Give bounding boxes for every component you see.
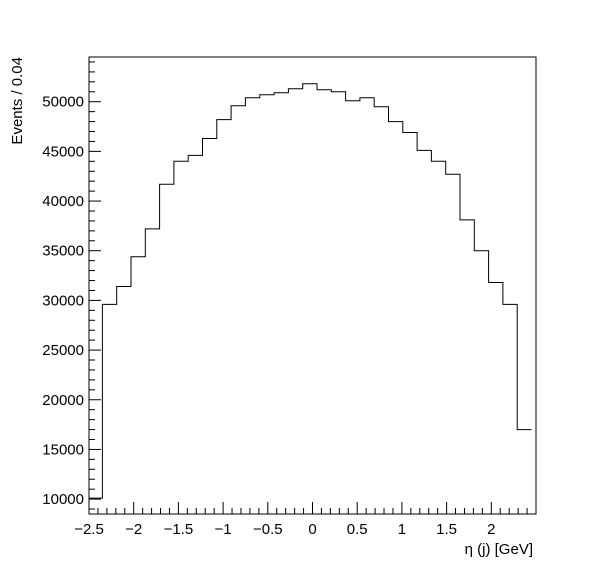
x-axis-label: η (j) [GeV] bbox=[465, 541, 533, 558]
y-tick-label: 15000 bbox=[42, 441, 84, 458]
x-tick-label: −2.5 bbox=[74, 521, 104, 538]
x-tick-label: −1.5 bbox=[164, 521, 194, 538]
y-axis-label: Events / 0.04 bbox=[9, 57, 26, 145]
histogram-line bbox=[89, 83, 532, 499]
y-tick-label: 10000 bbox=[42, 491, 84, 508]
y-tick-label: 35000 bbox=[42, 243, 84, 260]
x-tick-label: −2 bbox=[125, 521, 142, 538]
x-tick-label: 1 bbox=[398, 521, 406, 538]
x-tick-label: 0 bbox=[308, 521, 316, 538]
y-tick-label: 50000 bbox=[42, 94, 84, 111]
x-tick-label: 2 bbox=[487, 521, 495, 538]
x-tick-label: −1 bbox=[215, 521, 232, 538]
y-tick-label: 20000 bbox=[42, 392, 84, 409]
y-tick-label: 45000 bbox=[42, 143, 84, 160]
y-tick-label: 25000 bbox=[42, 342, 84, 359]
x-tick-label: −0.5 bbox=[253, 521, 283, 538]
axis-tick-labels: −2.5 −2 −1.5 −1 −0.5 0 0.5 1 1.5 2 10000 15000 20000… bbox=[42, 94, 495, 538]
y-tick-label: 30000 bbox=[42, 292, 84, 309]
y-tick-label: 40000 bbox=[42, 193, 84, 210]
x-tick-label: 1.5 bbox=[436, 521, 457, 538]
plot-frame bbox=[88, 56, 537, 515]
axis-ticks bbox=[88, 61, 528, 514]
x-tick-label: 0.5 bbox=[347, 521, 368, 538]
